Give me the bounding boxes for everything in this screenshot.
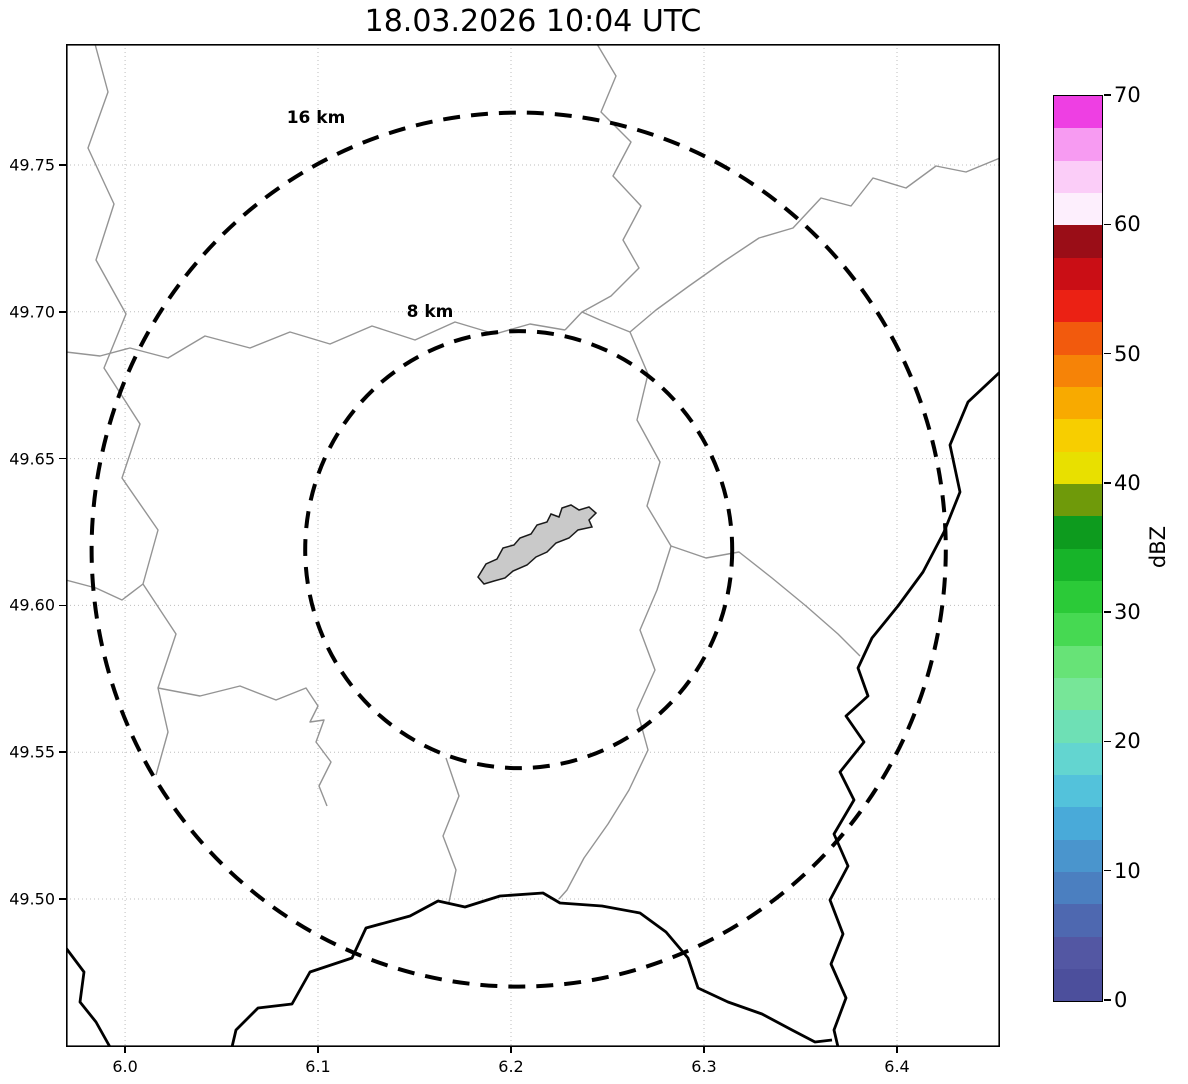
range-ring-16km <box>89 110 948 989</box>
boundary-southwest <box>157 685 332 807</box>
plot-frame <box>66 44 1000 1047</box>
y-tick-label: 49.70 <box>9 302 55 322</box>
colorbar-segment <box>1054 807 1102 840</box>
range-ring-8km <box>303 329 735 771</box>
y-tick-label: 49.75 <box>9 155 55 175</box>
colorbar-segment <box>1054 225 1102 258</box>
colorbar-segment <box>1054 192 1102 226</box>
colorbar-segment <box>1054 419 1102 452</box>
colorbar-segment <box>1054 322 1102 355</box>
range-ring-label-8km: 8 km <box>406 302 454 322</box>
colorbar-segment <box>1054 710 1102 743</box>
y-tick-mark <box>59 164 66 166</box>
colorbar-tick-label: 0 <box>1114 988 1128 1012</box>
x-tick-mark <box>703 1047 705 1053</box>
colorbar-tick-mark <box>1104 223 1112 226</box>
waterway-west <box>87 44 177 776</box>
colorbar-tick-mark <box>1104 352 1112 355</box>
boundary-west-edge <box>66 579 144 601</box>
border-line-southwest-corner <box>66 947 112 1047</box>
y-tick-mark <box>59 311 66 313</box>
x-tick-mark <box>510 1047 512 1053</box>
colorbar-segment <box>1054 451 1102 484</box>
y-tick-mark <box>59 457 66 460</box>
waterway-north <box>564 44 642 331</box>
colorbar-segment <box>1054 289 1102 323</box>
colorbar-tick-mark <box>1104 94 1112 96</box>
waterway-south <box>442 757 460 903</box>
colorbar-segment <box>1054 839 1102 872</box>
colorbar-segment <box>1054 677 1102 711</box>
colorbar-segment <box>1054 904 1102 937</box>
y-tick-label: 49.50 <box>9 889 55 909</box>
colorbar-segment <box>1054 580 1102 614</box>
colorbar-segment <box>1054 160 1102 193</box>
x-tick-mark <box>124 1047 126 1053</box>
urban-area-polygon <box>477 504 598 585</box>
x-tick-label: 6.1 <box>305 1057 331 1076</box>
colorbar-tick-label: 60 <box>1114 212 1141 237</box>
colorbar-segment <box>1054 516 1102 549</box>
map-plot-area: 16 km 8 km <box>66 44 1000 1047</box>
colorbar-segment <box>1054 96 1102 129</box>
colorbar <box>1053 95 1103 1002</box>
x-tick-label: 6.2 <box>498 1057 524 1076</box>
colorbar-axis-label: dBZ <box>1146 525 1170 569</box>
x-tick-label: 6.4 <box>884 1057 910 1076</box>
waterway-central <box>558 331 672 900</box>
colorbar-tick-mark <box>1104 611 1112 613</box>
colorbar-segment <box>1054 354 1102 387</box>
y-tick-label: 49.60 <box>9 595 55 615</box>
colorbar-segment <box>1054 645 1102 678</box>
colorbar-tick-mark <box>1104 999 1112 1001</box>
colorbar-tick-mark <box>1104 869 1112 872</box>
colorbar-segment <box>1054 257 1102 290</box>
boundary-mid-west <box>66 321 566 359</box>
colorbar-tick-label: 50 <box>1114 341 1141 366</box>
x-tick-label: 6.3 <box>691 1057 717 1076</box>
waterway-east-branch <box>670 545 861 657</box>
map-canvas <box>66 44 1000 1047</box>
colorbar-tick-label: 40 <box>1114 470 1141 495</box>
range-ring-label-16km: 16 km <box>286 108 346 128</box>
colorbar-segment <box>1054 871 1102 905</box>
figure-title: 18.03.2026 10:04 UTC <box>364 4 702 39</box>
y-tick-mark <box>59 898 66 900</box>
colorbar-segment <box>1054 774 1102 808</box>
colorbar-tick-label: 10 <box>1114 858 1141 883</box>
y-tick-mark <box>59 751 66 753</box>
colorbar-segment <box>1054 548 1102 581</box>
colorbar-tick-label: 20 <box>1114 729 1141 754</box>
colorbar-segment <box>1054 613 1102 646</box>
x-tick-mark <box>317 1047 319 1053</box>
x-tick-mark <box>896 1047 898 1053</box>
colorbar-segment <box>1054 128 1102 161</box>
colorbar-segment <box>1054 742 1102 775</box>
colorbar-tick-mark <box>1104 740 1112 743</box>
colorbar-tick-label: 70 <box>1114 83 1141 107</box>
boundary-northeast <box>581 157 1000 333</box>
colorbar-segment <box>1054 386 1102 420</box>
colorbar-tick-label: 30 <box>1114 600 1141 625</box>
colorbar-segment <box>1054 968 1102 1002</box>
colorbar-segment <box>1054 483 1102 517</box>
border-line-south <box>230 891 833 1047</box>
x-tick-label: 6.0 <box>112 1057 138 1076</box>
y-tick-label: 49.55 <box>9 742 55 762</box>
border-line-east <box>828 370 1000 1047</box>
y-tick-mark <box>59 604 66 607</box>
y-tick-label: 49.65 <box>9 449 55 469</box>
colorbar-segment <box>1054 936 1102 969</box>
colorbar-tick-mark <box>1104 482 1112 484</box>
